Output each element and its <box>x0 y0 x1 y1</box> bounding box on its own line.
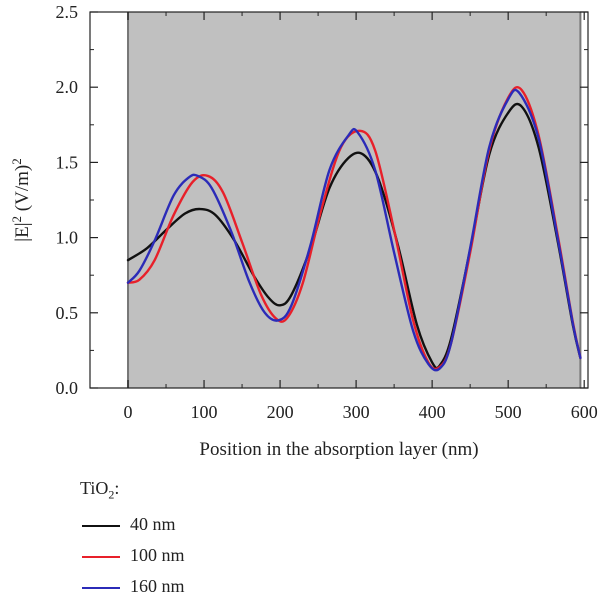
x-tick-label: 500 <box>495 402 522 422</box>
y-tick-label: 1.0 <box>56 228 79 248</box>
x-tick-label: 0 <box>124 402 133 422</box>
series-line-100nm <box>126 85 582 371</box>
legend-label: 160 nm <box>130 576 185 596</box>
y-tick-label: 0.5 <box>56 303 79 323</box>
absorption-layer-region <box>128 12 581 388</box>
legend-swatch <box>82 525 120 527</box>
x-tick-label: 600 <box>571 402 598 422</box>
legend-item-40nm: 40 nm <box>80 514 300 538</box>
y-tick-label: 2.0 <box>56 77 79 97</box>
y-tick-label: 0.0 <box>56 378 79 398</box>
legend-item-160nm: 160 nm <box>80 576 300 600</box>
legend-label: 40 nm <box>130 514 176 534</box>
x-tick-label: 400 <box>419 402 446 422</box>
legend-item-100nm: 100 nm <box>80 545 300 569</box>
x-tick-label: 100 <box>191 402 218 422</box>
series-line-160nm <box>126 88 582 372</box>
legend-swatch <box>82 587 120 589</box>
y-axis-title: |E|2 (V/m)2 <box>9 158 34 241</box>
legend-title: TiO2: <box>80 478 120 502</box>
legend: TiO2: 40 nm 100 nm 160 nm <box>80 478 300 600</box>
x-tick-label: 200 <box>267 402 294 422</box>
legend-swatch <box>82 556 120 558</box>
legend-label: 100 nm <box>130 545 185 565</box>
x-axis-title: Position in the absorption layer (nm) <box>199 439 478 460</box>
series-line-40nm <box>126 102 582 370</box>
y-tick-label: 2.5 <box>56 2 79 22</box>
x-tick-label: 300 <box>343 402 370 422</box>
y-tick-label: 1.5 <box>56 152 79 172</box>
